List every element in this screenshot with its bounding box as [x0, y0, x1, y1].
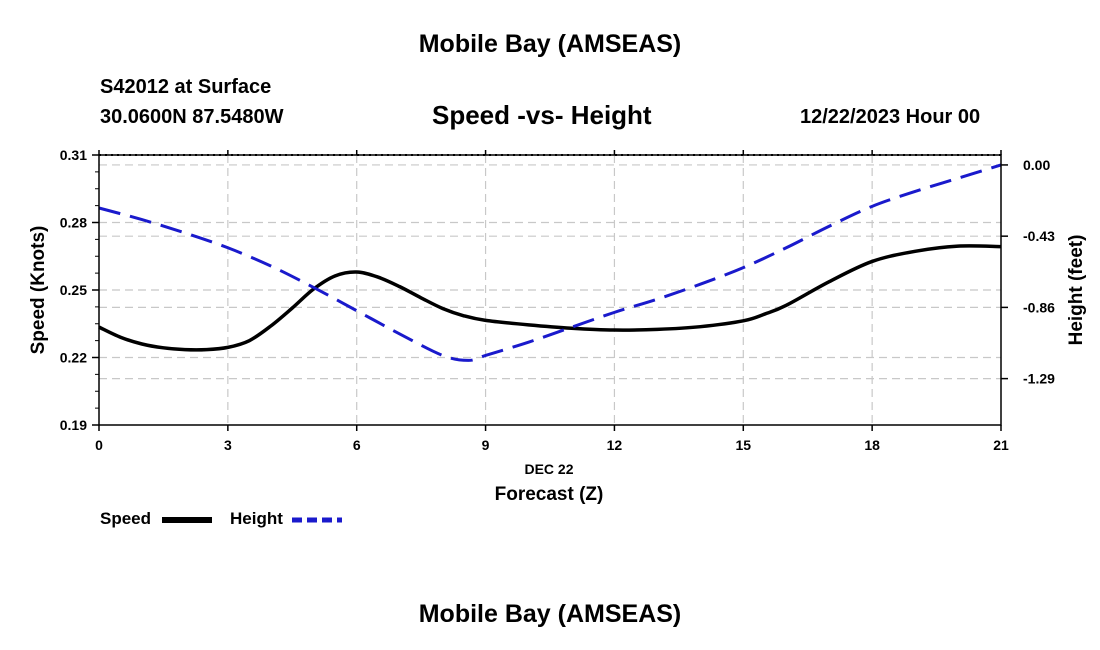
x-tick-label: 9 [482, 437, 490, 453]
legend-height-label: Height [230, 509, 283, 528]
x-tick-label: 6 [353, 437, 361, 453]
y-tick-label: 0.31 [60, 147, 87, 163]
y2-tick-label: -0.86 [1023, 299, 1055, 315]
coordinates-label: 30.0600N 87.5480W [100, 106, 284, 128]
series-layer [98, 163, 1002, 362]
chart-footer-title: Mobile Bay (AMSEAS) [418, 600, 682, 628]
x-tick-label: 12 [607, 437, 623, 453]
chart-subtitle: Speed -vs- Height [432, 100, 652, 130]
x-tick-label: 3 [224, 437, 232, 453]
y2-axis-title: Height (feet) [1066, 235, 1087, 346]
station-label: S42012 at Surface [100, 76, 272, 98]
date-hour-label: 12/22/2023 Hour 00 [800, 106, 981, 128]
series-line-height [98, 163, 1002, 362]
x-tick-label: 18 [864, 437, 880, 453]
x-tick-label: 15 [735, 437, 751, 453]
x-tick-label: 0 [95, 437, 103, 453]
x-tick-label: 21 [993, 437, 1009, 453]
legend-speed-label: Speed [100, 509, 152, 528]
y-axis-title: Speed (Knots) [28, 226, 49, 355]
x-axis-title: Forecast (Z) [495, 484, 604, 505]
y-tick-label: 0.19 [60, 417, 87, 433]
y-tick-label: 0.22 [60, 350, 87, 366]
ticks-layer: 0 3 6 9 12 15 18 21 0.19 0.22 0.25 0.28 0.31 0.00 -0.4… [60, 147, 1055, 453]
y-tick-label: 0.25 [60, 282, 87, 298]
y-tick-label: 0.28 [60, 215, 87, 231]
series-line-speed [98, 244, 1002, 352]
grid-layer [99, 155, 1001, 425]
y2-tick-label: -1.29 [1023, 371, 1055, 387]
y2-tick-label: 0.00 [1023, 157, 1050, 173]
chart-main-title: Mobile Bay (AMSEAS) [418, 30, 682, 58]
y2-tick-label: -0.43 [1023, 228, 1055, 244]
x-date-label: DEC 22 [524, 461, 573, 477]
